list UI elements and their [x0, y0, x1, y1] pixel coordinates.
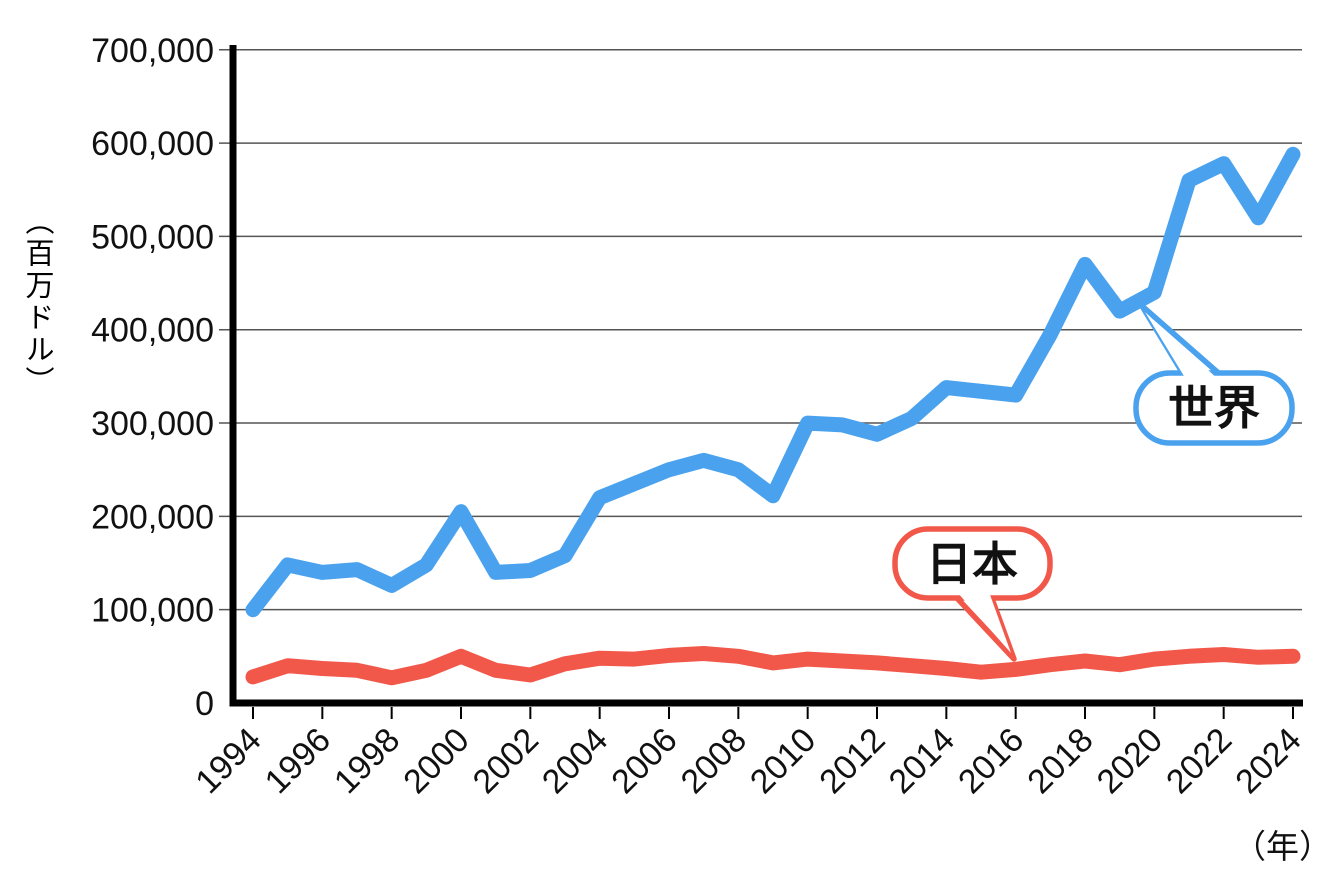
x-tick-label: 2008: [674, 721, 754, 801]
x-tick-label: 2020: [1090, 721, 1170, 801]
x-tick-label: 1994: [188, 721, 268, 801]
x-tick-label: 2022: [1159, 721, 1239, 801]
x-tick-label: 2004: [535, 721, 615, 801]
world-callout-label: 世界: [1168, 382, 1260, 434]
x-tick-label: 2000: [396, 721, 476, 801]
world-callout-bubble: [1133, 370, 1295, 446]
y-tick-label: 500,000: [91, 218, 214, 256]
japan-series-line: [245, 646, 1301, 686]
x-tick-label: 1998: [327, 721, 407, 801]
x-tick-label: 2006: [604, 721, 684, 801]
y-tick-label: 600,000: [91, 125, 214, 163]
y-tick-label: 0: [195, 685, 214, 723]
world-callout-tail-join: [1145, 312, 1220, 381]
japan-callout-label: 日本: [926, 538, 1018, 590]
y-tick-label: 700,000: [91, 32, 214, 70]
y-axis-unit-label: （百万ドル）: [21, 206, 53, 398]
world-series-line: [245, 146, 1301, 618]
x-tick-label: 2016: [951, 721, 1031, 801]
x-tick-label: 1996: [258, 721, 338, 801]
x-tick-label: 2002: [466, 721, 546, 801]
y-tick-label: 400,000: [91, 312, 214, 350]
x-tick-label: 2014: [882, 721, 962, 801]
x-tick-label: 2024: [1228, 721, 1308, 801]
y-tick-label: 100,000: [91, 592, 214, 630]
x-tick-label: 2010: [743, 721, 823, 801]
y-tick-label: 300,000: [91, 405, 214, 443]
y-tick-label: 200,000: [91, 498, 214, 536]
x-tick-label: 2012: [812, 721, 892, 801]
x-tick-label: 2018: [1020, 721, 1100, 801]
x-axis-unit-label: （年）: [1233, 828, 1332, 865]
japan-callout-tail-join: [957, 592, 1011, 653]
